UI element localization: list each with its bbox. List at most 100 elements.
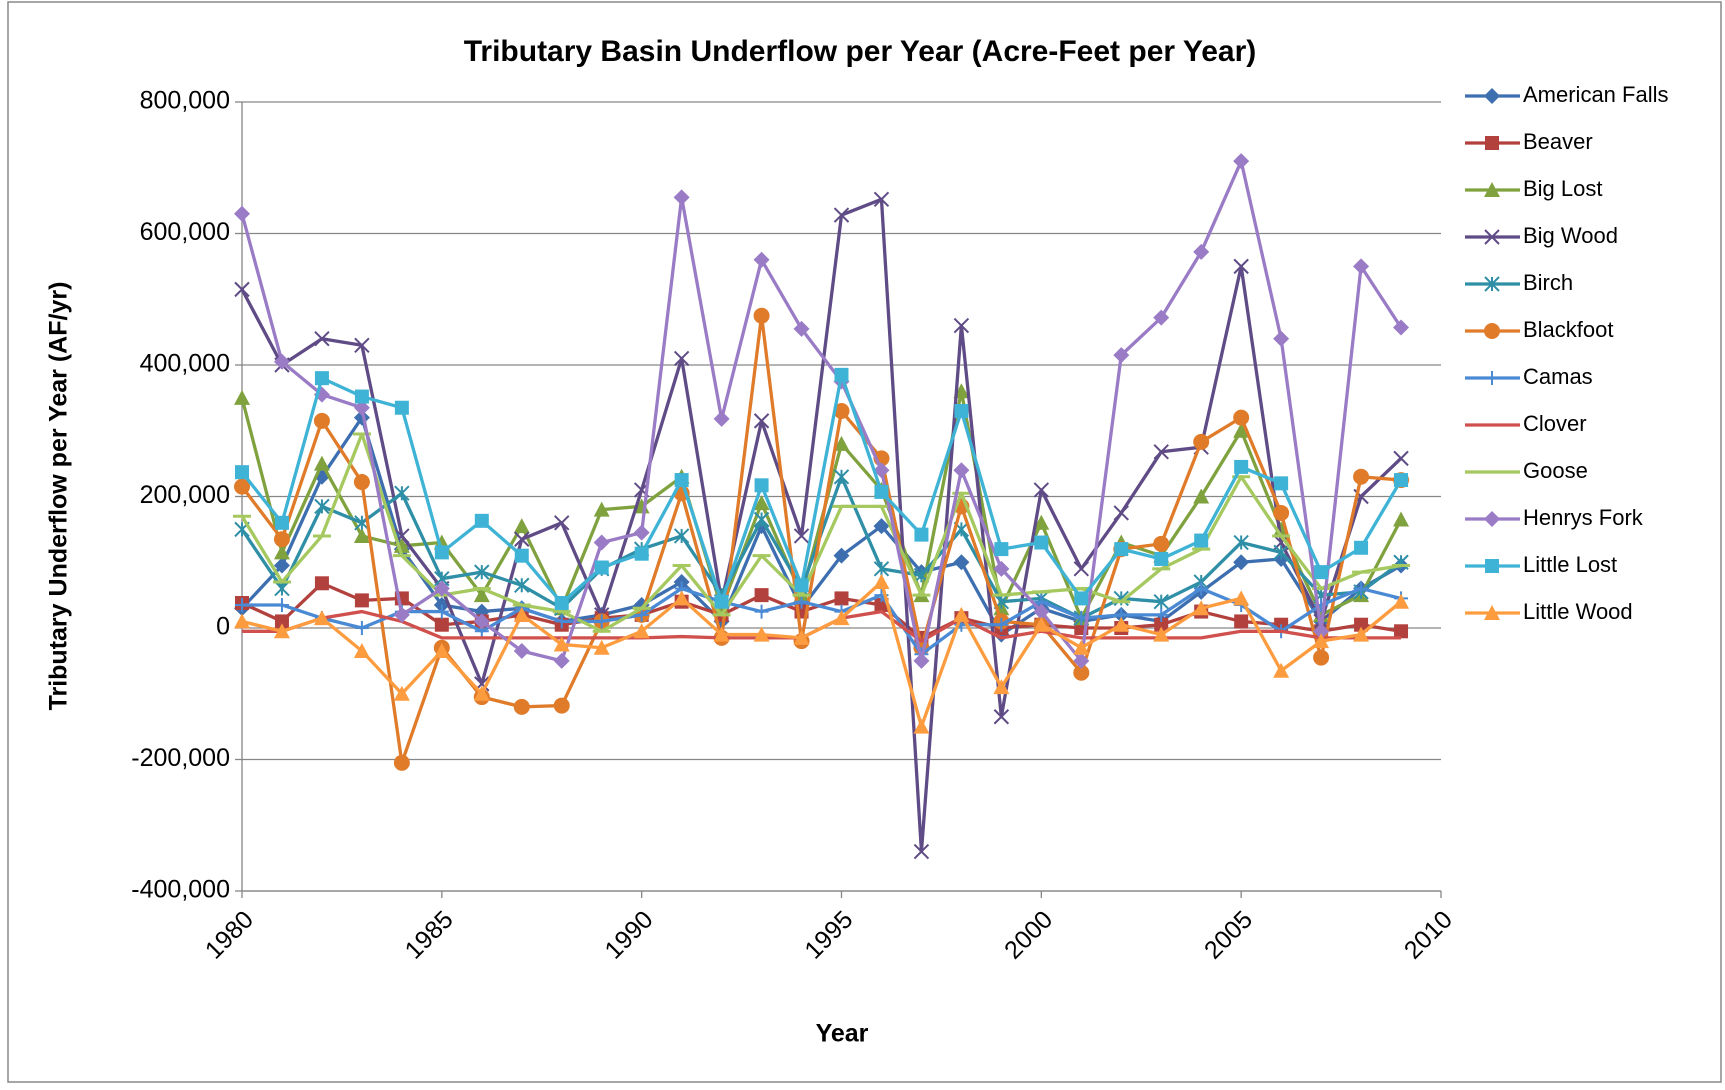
marker — [274, 580, 290, 597]
marker — [1353, 258, 1370, 275]
marker — [1485, 136, 1499, 150]
marker — [873, 518, 890, 535]
marker — [754, 478, 769, 493]
marker — [433, 643, 450, 659]
y-tick-label: 800,000 — [140, 87, 230, 115]
marker — [593, 501, 610, 517]
marker — [953, 554, 970, 571]
marker — [1113, 347, 1130, 364]
marker — [834, 591, 849, 606]
marker — [1073, 652, 1090, 669]
marker — [1114, 542, 1129, 557]
marker — [713, 626, 730, 642]
marker — [1153, 535, 1170, 552]
marker — [1484, 511, 1500, 527]
marker — [473, 613, 490, 630]
marker — [754, 604, 769, 619]
marker — [1484, 323, 1500, 339]
marker — [234, 389, 250, 405]
marker — [1484, 276, 1500, 292]
marker — [1484, 229, 1500, 245]
marker — [354, 621, 369, 635]
marker — [1234, 459, 1249, 474]
marker — [673, 528, 690, 544]
y-tick-label: 0 — [216, 613, 230, 641]
series-line — [240, 159, 1403, 663]
marker — [1153, 593, 1169, 610]
marker — [753, 251, 770, 268]
marker — [273, 544, 290, 560]
marker — [313, 610, 330, 626]
marker — [274, 597, 289, 612]
marker — [674, 473, 689, 488]
marker — [1484, 88, 1500, 104]
marker — [953, 606, 970, 622]
marker — [994, 542, 1009, 557]
marker — [833, 403, 850, 420]
marker — [1393, 319, 1410, 336]
marker — [993, 560, 1010, 577]
marker — [394, 400, 409, 415]
marker — [434, 604, 449, 619]
marker — [1033, 603, 1050, 620]
marker — [953, 462, 970, 479]
y-tick-label: 200,000 — [140, 481, 230, 509]
marker — [354, 389, 369, 404]
marker — [1073, 561, 1090, 577]
marker — [714, 594, 729, 609]
marker — [314, 498, 330, 515]
marker — [313, 455, 330, 471]
marker — [553, 636, 570, 652]
marker — [1393, 511, 1410, 527]
series — [234, 573, 1410, 734]
legend-label: Little Lost — [1523, 552, 1617, 577]
marker — [274, 515, 289, 530]
marker — [753, 307, 770, 324]
marker — [913, 718, 930, 734]
y-tick-label: 400,000 — [140, 350, 230, 378]
marker — [234, 205, 250, 222]
legend-label: Big Wood — [1523, 223, 1618, 248]
marker — [873, 561, 890, 577]
marker — [1313, 633, 1330, 649]
marker — [1154, 617, 1169, 632]
marker — [753, 413, 770, 429]
marker — [474, 513, 489, 528]
marker — [554, 596, 569, 611]
marker — [235, 465, 249, 480]
marker — [1233, 534, 1249, 551]
marker — [273, 353, 290, 370]
marker — [1073, 664, 1090, 681]
marker — [1233, 422, 1250, 438]
marker — [1273, 330, 1290, 347]
marker — [594, 560, 609, 575]
marker — [393, 685, 410, 701]
marker — [794, 594, 809, 609]
marker — [514, 548, 529, 563]
marker — [1153, 626, 1170, 642]
marker — [473, 685, 490, 701]
marker — [1033, 514, 1050, 530]
marker — [1394, 624, 1409, 639]
marker — [394, 485, 410, 501]
marker — [234, 613, 250, 629]
marker — [474, 564, 490, 580]
legend-label: Birch — [1523, 270, 1573, 295]
marker — [793, 629, 810, 645]
marker — [673, 189, 690, 206]
marker — [1033, 482, 1050, 498]
marker — [1233, 258, 1249, 275]
marker — [353, 527, 370, 543]
marker — [1193, 243, 1210, 260]
marker — [234, 478, 250, 495]
marker — [634, 607, 649, 622]
marker — [513, 643, 530, 660]
legend-label: Big Lost — [1523, 176, 1603, 201]
chart-frame — [7, 1, 1722, 1083]
marker — [753, 511, 770, 528]
marker — [713, 410, 730, 427]
legend-label: Blackfoot — [1523, 317, 1614, 342]
marker — [873, 191, 890, 208]
marker — [1484, 182, 1500, 197]
